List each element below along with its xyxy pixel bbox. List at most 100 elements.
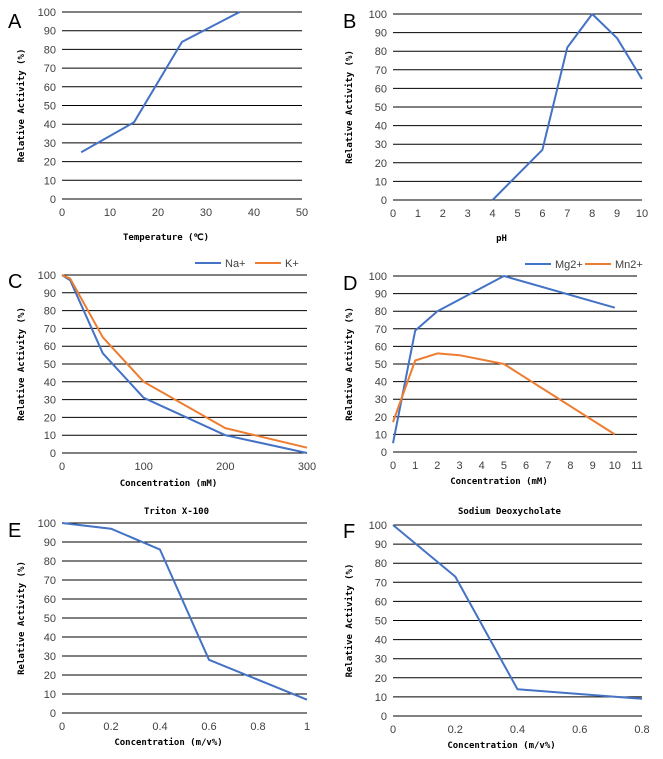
series-line-0 <box>80 11 241 154</box>
x-tick-label: 10 <box>636 208 648 220</box>
y-tick-label: 0 <box>50 448 56 460</box>
panel-label: D <box>343 273 357 295</box>
y-tick-label: 10 <box>44 175 56 187</box>
y-tick-label: 20 <box>375 412 387 424</box>
x-tick-label: 1 <box>412 460 418 472</box>
y-tick-label: 70 <box>44 575 56 587</box>
y-tick-label: 30 <box>375 139 387 151</box>
y-tick-label: 90 <box>375 289 387 301</box>
x-axis-label: Concentration (m/v%) <box>447 740 555 751</box>
x-tick-label: 0 <box>59 721 65 733</box>
y-tick-label: 80 <box>44 44 56 56</box>
x-tick-label: 4 <box>479 460 485 472</box>
y-axis-label: Relative Activity (%) <box>16 561 27 675</box>
x-tick-label: 0.6 <box>201 721 216 733</box>
panel-label: A <box>8 11 22 33</box>
x-tick-label: 0.8 <box>250 721 265 733</box>
y-tick-label: 40 <box>375 377 387 389</box>
chart-panel-B: 0 10 20 30 40 50 60 70 80 90 100 0 1 2 3 4 5 6 7 8 9 10 B Relat… <box>343 9 648 244</box>
y-tick-label: 20 <box>375 158 387 170</box>
x-tick-label: 10 <box>609 460 621 472</box>
x-tick-label: 0.4 <box>152 721 167 733</box>
chart-panel-E: 0 10 20 30 40 50 60 70 80 90 100 0 0.2 0.4 0.6 0.8 1 E Rel… <box>8 506 310 748</box>
x-axis-label: Concentration (m/v%) <box>114 737 222 748</box>
y-tick-label: 70 <box>44 323 56 335</box>
y-axis-label: Relative Activity (%) <box>16 49 27 163</box>
x-tick-label: 3 <box>465 208 471 220</box>
y-tick-label: 30 <box>375 394 387 406</box>
x-axis-label: Concentration (mM) <box>120 478 218 489</box>
y-tick-label: 70 <box>375 324 387 336</box>
y-tick-label: 50 <box>44 359 56 371</box>
legend-label: Mn2+ <box>615 259 643 271</box>
x-tick-label: 300 <box>298 461 316 473</box>
x-tick-label: 1 <box>304 721 310 733</box>
x-tick-label: 2 <box>434 460 440 472</box>
x-tick-label: 0.2 <box>448 724 463 736</box>
x-tick-label: 100 <box>134 461 152 473</box>
y-tick-label: 80 <box>44 306 56 318</box>
chart-panel-D: 0 10 20 30 40 50 60 70 80 90 100 0 1 2 3 4 5 6 7 8 9 10 11 D Rel… <box>343 259 643 487</box>
chart-title: Sodium Deoxycholate <box>458 506 562 517</box>
y-tick-label: 100 <box>369 9 387 21</box>
y-tick-label: 70 <box>375 577 387 589</box>
y-tick-label: 0 <box>381 447 387 459</box>
y-tick-label: 90 <box>44 26 56 38</box>
x-tick-label: 0 <box>59 207 65 219</box>
y-tick-label: 0 <box>50 194 56 206</box>
y-tick-label: 80 <box>44 556 56 568</box>
y-tick-label: 90 <box>44 288 56 300</box>
y-tick-label: 100 <box>38 270 56 282</box>
y-tick-label: 10 <box>44 430 56 442</box>
y-axis-label: Relative Activity (%) <box>344 564 355 678</box>
panel-label: E <box>8 520 21 542</box>
y-tick-label: 30 <box>44 138 56 150</box>
y-tick-label: 30 <box>375 654 387 666</box>
x-tick-label: 10 <box>104 207 116 219</box>
y-tick-label: 50 <box>44 613 56 625</box>
x-tick-label: 1 <box>415 208 421 220</box>
x-tick-label: 6 <box>523 460 529 472</box>
series-line-mg2- <box>392 275 616 444</box>
y-tick-label: 80 <box>375 46 387 58</box>
panel-label: B <box>343 11 356 33</box>
x-tick-label: 30 <box>200 207 212 219</box>
x-tick-label: 0 <box>390 208 396 220</box>
y-tick-label: 20 <box>44 670 56 682</box>
y-tick-label: 90 <box>44 537 56 549</box>
y-tick-label: 40 <box>44 632 56 644</box>
y-tick-label: 0 <box>50 708 56 720</box>
y-tick-label: 40 <box>44 377 56 389</box>
y-tick-label: 100 <box>369 271 387 283</box>
y-tick-label: 40 <box>44 119 56 131</box>
y-tick-label: 0 <box>381 711 387 723</box>
y-tick-label: 90 <box>375 28 387 40</box>
y-tick-label: 40 <box>375 635 387 647</box>
panel-label: F <box>343 521 355 543</box>
y-tick-label: 10 <box>375 692 387 704</box>
x-tick-label: 0.6 <box>572 724 587 736</box>
x-tick-label: 5 <box>501 460 507 472</box>
y-tick-label: 20 <box>44 412 56 424</box>
y-tick-label: 70 <box>44 63 56 75</box>
x-tick-label: 200 <box>216 461 234 473</box>
x-tick-label: 9 <box>590 460 596 472</box>
x-tick-label: 0.2 <box>103 721 118 733</box>
x-tick-label: 5 <box>514 208 520 220</box>
x-tick-label: 0 <box>59 461 65 473</box>
series-line-0 <box>491 13 643 201</box>
chart-title: Triton X-100 <box>144 506 209 517</box>
x-tick-label: 0.4 <box>510 724 525 736</box>
x-axis-label: pH <box>496 234 507 244</box>
series-line-k- <box>61 274 308 449</box>
series-line-na- <box>61 274 308 454</box>
x-tick-label: 0 <box>390 724 396 736</box>
y-axis-label: Relative Activity (%) <box>344 50 355 164</box>
x-tick-label: 3 <box>456 460 462 472</box>
y-axis-label: Relative Activity (%) <box>16 307 27 421</box>
x-tick-label: 2 <box>440 208 446 220</box>
y-tick-label: 0 <box>381 195 387 207</box>
y-tick-label: 50 <box>375 102 387 114</box>
x-tick-label: 8 <box>567 460 573 472</box>
